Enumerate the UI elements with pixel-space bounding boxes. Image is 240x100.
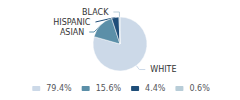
- svg-text:4.4%: 4.4%: [145, 84, 166, 93]
- svg-text:HISPANIC: HISPANIC: [53, 18, 91, 27]
- svg-text:ASIAN: ASIAN: [60, 28, 84, 37]
- svg-text:79.4%: 79.4%: [46, 84, 72, 93]
- svg-text:WHITE: WHITE: [150, 65, 176, 74]
- svg-text:BLACK: BLACK: [82, 8, 109, 17]
- svg-text:0.6%: 0.6%: [189, 84, 210, 93]
- svg-text:15.6%: 15.6%: [96, 84, 122, 93]
